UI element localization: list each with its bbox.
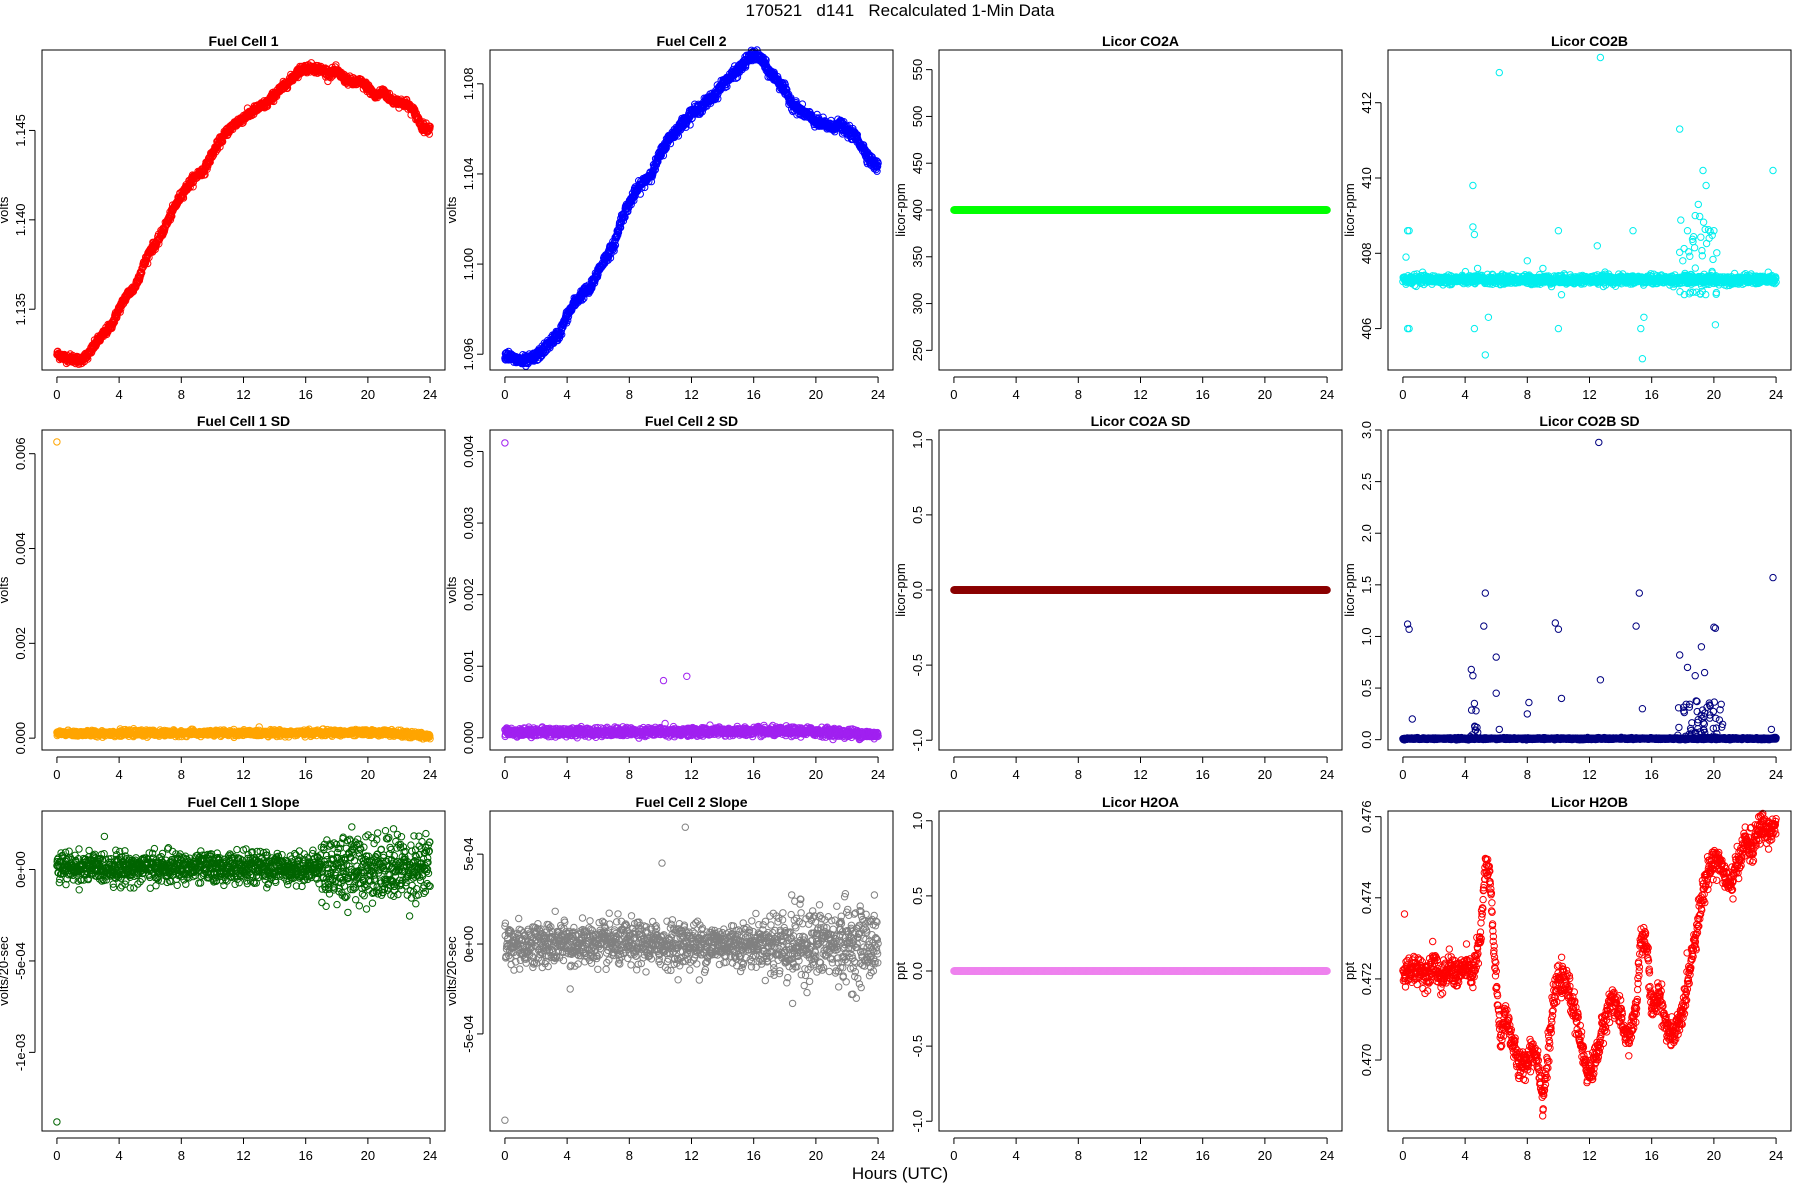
panel-title: Fuel Cell 2: [656, 33, 726, 49]
x-tick-label: 0: [53, 387, 60, 402]
y-axis-label: volts: [0, 196, 11, 223]
y-tick-label: 500: [910, 106, 925, 128]
y-tick-label: 1.108: [461, 68, 476, 101]
x-tick-label: 12: [236, 387, 250, 402]
x-tick-label: 20: [361, 387, 375, 402]
data-points: [950, 206, 1331, 214]
y-tick-label: 1.135: [13, 293, 28, 326]
chart-panel-fc2: Fuel Cell 2 0 4 8 12 16 20 24 1.096 1.100 1.104 1.1…: [444, 33, 894, 402]
panel-title: Licor CO2B: [1551, 33, 1628, 49]
y-tick-label: 350: [910, 246, 925, 268]
x-tick-label: 4: [1013, 387, 1020, 402]
y-axis-label: licor-ppm: [893, 183, 908, 236]
x-tick-label: 4: [564, 387, 571, 402]
y-tick-label: 1.145: [13, 114, 28, 147]
x-tick-label: 16: [1195, 387, 1209, 402]
y-tick-label: 1.104: [461, 158, 476, 191]
x-tick-label: 16: [746, 387, 760, 402]
x-tick-label: 16: [298, 387, 312, 402]
x-tick-label: 20: [1258, 387, 1272, 402]
chart-panel-co2a: Licor CO2A 0 4 8 12 16 20 24 250 300 350 400 450 500 5…: [893, 33, 1343, 402]
y-tick-label: 1.100: [461, 248, 476, 281]
data-points: [1399, 53, 1780, 363]
y-axis-label: volts: [444, 196, 459, 223]
data-points: [501, 46, 882, 370]
y-tick-label: 300: [910, 293, 925, 315]
x-tick-label: 8: [178, 387, 185, 402]
y-tick-label: 1.140: [13, 204, 28, 237]
panel-title: Licor CO2A: [1102, 33, 1179, 49]
x-tick-label: 8: [626, 387, 633, 402]
x-tick-label: 4: [116, 387, 123, 402]
y-tick-label: 1.096: [461, 338, 476, 371]
x-tick-label: 24: [871, 387, 885, 402]
x-tick-label: 0: [950, 387, 957, 402]
x-tick-label: 0: [501, 387, 508, 402]
x-tick-label: 20: [809, 387, 823, 402]
y-tick-label: 250: [910, 339, 925, 361]
x-tick-label: 24: [1320, 387, 1334, 402]
y-tick-label: 550: [910, 59, 925, 81]
x-tick-label: 12: [1133, 387, 1147, 402]
chart-panel-fc1: Fuel Cell 1 0 4 8 12 16 20 24 1.135 1.140 1.145 vol…: [0, 33, 446, 402]
panel-title: Fuel Cell 1: [208, 33, 278, 49]
x-tick-label: 8: [1075, 387, 1082, 402]
plot-frame: [489, 49, 894, 371]
data-points: [53, 59, 434, 368]
figure-title: 170521 d141 Recalculated 1-Min Data: [745, 1, 1055, 20]
y-tick-label: 450: [910, 152, 925, 174]
y-tick-label: 400: [910, 199, 925, 221]
x-tick-label: 12: [684, 387, 698, 402]
data-point: [116, 308, 124, 316]
x-tick-label: 24: [423, 387, 437, 402]
